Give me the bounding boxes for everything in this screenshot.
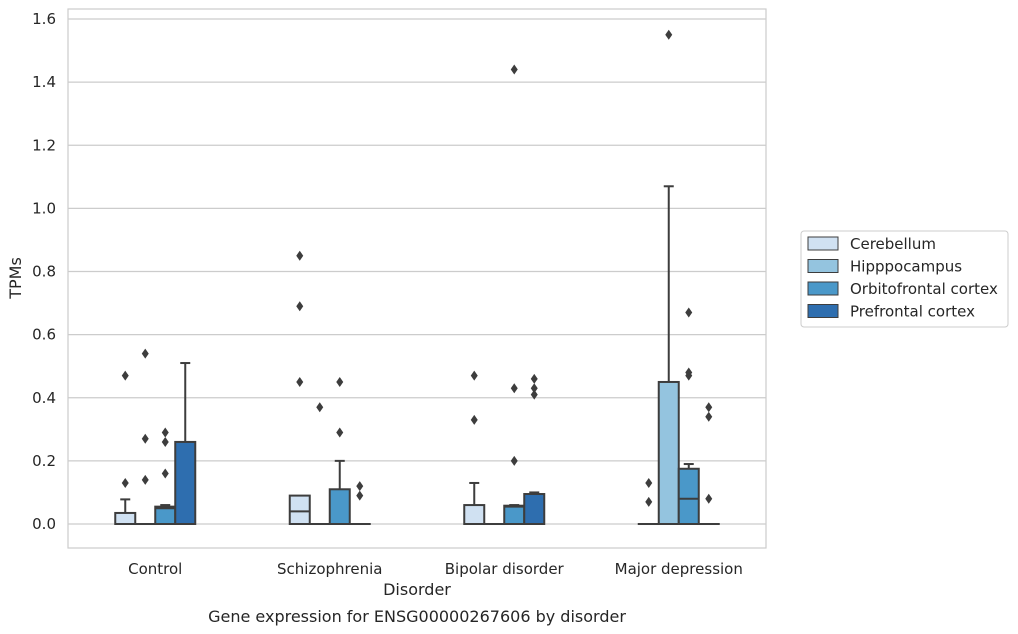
x-axis-ticks: Control Schizophrenia Bipolar disorder Majo…: [128, 560, 743, 578]
outlier-point: [665, 29, 673, 40]
legend-swatch: [807, 304, 839, 318]
legend-swatch: [807, 259, 839, 273]
y-tick-label: 0.6: [32, 326, 56, 344]
y-axis-ticks: 0.0 0.2 0.4 0.6 0.8 1.0 1.2 1.4 1.6: [32, 10, 56, 533]
box-orbitofrontal-cortex: [677, 307, 700, 525]
outlier-point: [685, 367, 693, 378]
box-series: [114, 29, 720, 526]
outlier-point: [336, 376, 344, 387]
outlier-point: [161, 468, 169, 479]
y-tick-label: 1.4: [32, 73, 56, 91]
box-cerebellum: [114, 370, 137, 525]
x-tick-label: Major depression: [615, 560, 743, 578]
box-orbitofrontal-cortex: [328, 376, 351, 525]
outlier-point: [530, 383, 538, 394]
outlier-point: [356, 490, 364, 501]
outlier-point: [510, 455, 518, 466]
box-cerebellum: [288, 250, 311, 525]
box-hipppocampus: [134, 348, 157, 526]
legend-label: Orbitofrontal cortex: [850, 280, 998, 298]
outlier-point: [470, 414, 478, 425]
outlier-point: [356, 481, 364, 492]
y-tick-label: 0.8: [32, 263, 56, 281]
outlier-point: [141, 348, 149, 359]
box-cerebellum: [463, 370, 486, 525]
box-iqr: [174, 440, 197, 525]
box-orbitofrontal-cortex: [503, 64, 526, 526]
outlier-point: [296, 376, 304, 387]
legend-label: Prefrontal cortex: [850, 303, 975, 321]
outlier-point: [161, 427, 169, 438]
box-iqr: [463, 504, 486, 525]
outlier-point: [296, 301, 304, 312]
outlier-point: [141, 474, 149, 485]
box-cerebellum: [637, 477, 660, 526]
x-tick-label: Bipolar disorder: [445, 560, 565, 578]
x-tick-label: Schizophrenia: [277, 560, 382, 578]
outlier-point: [530, 373, 538, 384]
box-prefrontal-cortex: [174, 362, 197, 525]
outlier-point: [336, 427, 344, 438]
outlier-point: [121, 370, 129, 381]
outlier-point: [705, 411, 713, 422]
legend-label: Cerebellum: [850, 235, 936, 253]
legend: Cerebellum Hipppocampus Orbitofrontal cort…: [800, 230, 1009, 328]
legend-swatch: [807, 236, 839, 251]
outlier-point: [510, 64, 518, 75]
outlier-point: [705, 493, 713, 504]
box-iqr: [288, 494, 311, 525]
legend-frame: [800, 230, 1009, 328]
outlier-point: [121, 477, 129, 488]
box-iqr: [154, 505, 177, 525]
box-hipppocampus: [308, 402, 331, 526]
outlier-point: [510, 383, 518, 394]
y-axis-title: TPMs: [6, 257, 25, 300]
box-orbitofrontal-cortex: [154, 427, 177, 525]
x-axis-title: Disorder: [383, 580, 451, 599]
box-iqr: [677, 467, 700, 525]
outlier-point: [161, 436, 169, 447]
box-iqr: [523, 493, 546, 525]
box-prefrontal-cortex: [523, 373, 546, 525]
outlier-point: [645, 496, 653, 507]
legend-label: Hipppocampus: [850, 258, 962, 276]
outlier-point: [316, 402, 324, 413]
box-iqr: [657, 380, 680, 525]
outlier-point: [296, 250, 304, 261]
box-prefrontal-cortex: [697, 402, 720, 526]
outlier-point: [685, 307, 693, 318]
y-tick-label: 1.2: [32, 136, 56, 154]
outlier-point: [141, 433, 149, 444]
y-tick-label: 0.2: [32, 452, 56, 470]
legend-swatch: [807, 281, 839, 296]
outlier-point: [705, 402, 713, 413]
chart-caption: Gene expression for ENSG00000267606 by d…: [208, 607, 626, 626]
plot-area-frame: [67, 8, 767, 549]
y-tick-label: 0.0: [32, 515, 56, 533]
box-iqr: [503, 504, 526, 526]
box-iqr: [114, 511, 137, 525]
box-prefrontal-cortex: [348, 481, 371, 526]
x-tick-label: Control: [128, 560, 182, 578]
outlier-point: [530, 389, 538, 400]
y-tick-label: 0.4: [32, 389, 56, 407]
box-iqr: [328, 488, 351, 525]
y-tick-label: 1.6: [32, 10, 56, 28]
outlier-point: [470, 370, 478, 381]
outlier-point: [645, 477, 653, 488]
box-hipppocampus: [657, 29, 680, 525]
y-tick-label: 1.0: [32, 199, 56, 217]
